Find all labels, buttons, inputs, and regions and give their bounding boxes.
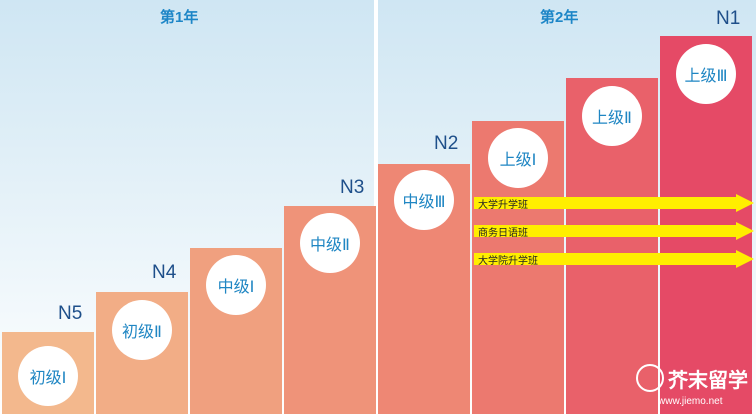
brand-url: www.jiemo.net	[658, 396, 723, 407]
track-label: 商务日语班	[478, 228, 528, 239]
jlpt-level-label: N1	[716, 8, 741, 29]
course-badge: 中级Ⅲ	[394, 170, 454, 230]
track-label: 大学升学班	[478, 200, 528, 211]
track-label: 大学院升学班	[478, 256, 538, 267]
jlpt-level-label: N4	[152, 262, 177, 283]
jlpt-level-label: N3	[340, 177, 365, 198]
brand-name: 芥末留学	[668, 370, 748, 392]
brand-logo: 芥末留学 www.jiemo.net	[636, 362, 754, 412]
arrow-shape	[474, 250, 754, 268]
course-badge: 上级Ⅱ	[582, 86, 642, 146]
year-2-label: 第2年	[540, 9, 579, 26]
track-arrow-university: 大学升学班	[474, 194, 754, 212]
course-badge: 初级Ⅰ	[18, 346, 78, 406]
course-badge: 中级Ⅱ	[300, 213, 360, 273]
arrow-shape	[474, 222, 754, 240]
track-arrow-graduate: 大学院升学班	[474, 250, 754, 268]
jlpt-level-label: N2	[434, 133, 459, 154]
year-1-label: 第1年	[160, 9, 199, 26]
course-badge: 上级Ⅲ	[676, 44, 736, 104]
jlpt-level-label: N5	[58, 303, 83, 324]
course-badge: 上级Ⅰ	[488, 128, 548, 188]
smile-icon	[636, 364, 664, 392]
track-arrow-business: 商务日语班	[474, 222, 754, 240]
course-badge: 中级Ⅰ	[206, 255, 266, 315]
course-badge: 初级Ⅱ	[112, 300, 172, 360]
arrow-shape	[474, 194, 754, 212]
